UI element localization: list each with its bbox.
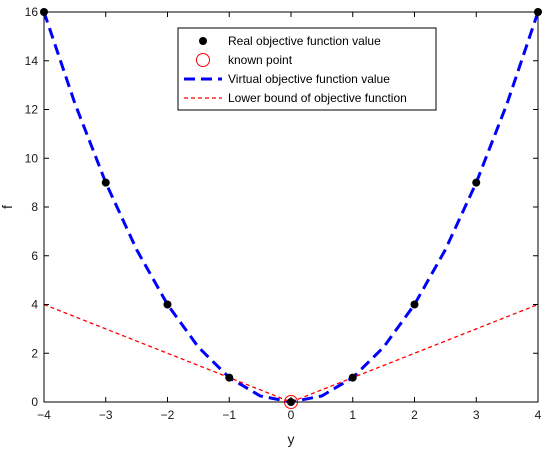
real-value-point	[225, 373, 234, 382]
legend-label: Lower bound of objective function	[228, 91, 407, 105]
legend-swatch-real	[199, 37, 207, 45]
legend-swatch-known	[196, 53, 210, 67]
y-tick-label: 6	[31, 249, 38, 263]
y-tick-label: 12	[25, 103, 39, 117]
legend-label: Real objective function value	[228, 34, 381, 48]
legend: Real objective function value known point…	[177, 27, 437, 111]
x-tick-label: −4	[37, 408, 51, 422]
y-tick-label: 10	[25, 151, 39, 165]
y-tick-label: 14	[25, 54, 39, 68]
x-tick-label: 2	[411, 408, 418, 422]
real-value-point	[163, 300, 172, 309]
x-axis-label: y	[288, 431, 295, 447]
x-tick-label: −3	[99, 408, 113, 422]
x-tick-label: 3	[473, 408, 480, 422]
y-tick-label: 16	[25, 5, 39, 19]
real-value-point	[472, 178, 481, 187]
x-tick-label: −1	[222, 408, 236, 422]
y-tick-label: 4	[31, 298, 38, 312]
legend-label: Virtual objective function value	[228, 72, 390, 86]
x-tick-label: 4	[535, 408, 542, 422]
lower-bound-line	[43, 303, 539, 403]
y-tick-label: 8	[31, 200, 38, 214]
y-tick-label: 0	[31, 395, 38, 409]
real-value-point	[101, 178, 110, 187]
real-value-point	[410, 300, 419, 309]
y-tick-label: 2	[31, 346, 38, 360]
y-axis-label: f	[0, 205, 15, 209]
x-tick-label: 1	[349, 408, 356, 422]
legend-label: known point	[228, 53, 293, 67]
x-tick-label: 0	[288, 408, 295, 422]
legend-box	[177, 27, 437, 111]
x-tick-label: −2	[161, 408, 175, 422]
real-value-point	[348, 373, 357, 382]
